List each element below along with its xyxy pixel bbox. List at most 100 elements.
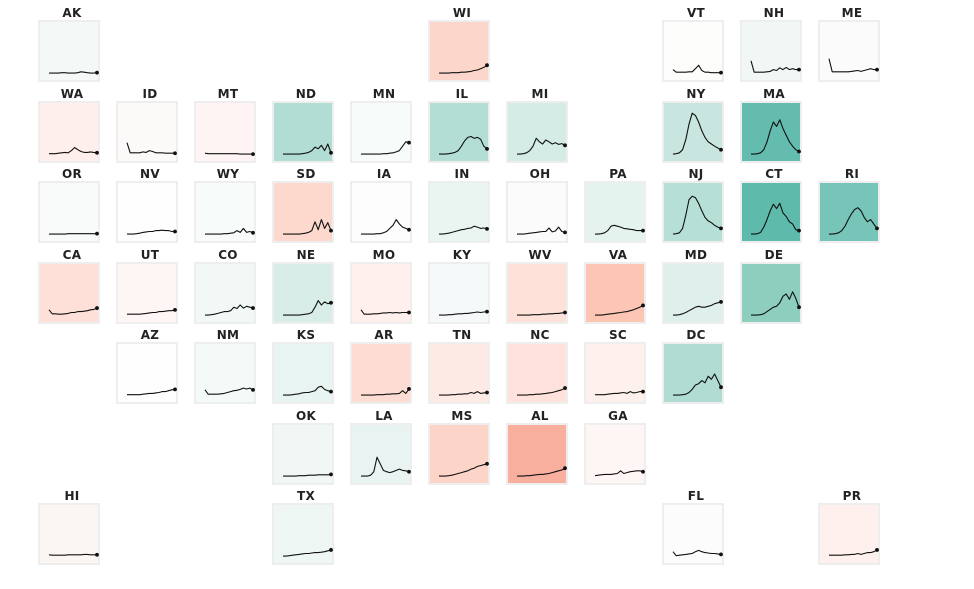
state-label: MO — [372, 247, 396, 262]
sparkline — [595, 224, 643, 235]
sparkline-svg — [204, 151, 255, 156]
state-panel — [506, 181, 568, 243]
state-panel — [194, 181, 256, 243]
sparkline-svg — [361, 219, 411, 235]
state-panel — [662, 503, 724, 565]
state-panel — [428, 261, 490, 324]
state-panel — [662, 342, 724, 404]
state-tile-de: DE — [735, 248, 813, 328]
state-panel — [350, 181, 412, 243]
state-tile-mn: MN — [345, 87, 423, 167]
state-panel — [584, 422, 646, 485]
state-tile-id: ID — [111, 87, 189, 167]
sparkline-svg — [672, 112, 723, 155]
state-panel — [272, 100, 334, 163]
state-panel — [428, 342, 490, 404]
state-tile-or: OR — [33, 167, 111, 247]
sparkline-end-point — [485, 390, 489, 395]
state-panel — [662, 181, 724, 243]
sparkline — [127, 229, 175, 235]
sparkline-end-point — [563, 310, 567, 314]
sparkline — [595, 304, 644, 316]
sparkline-svg — [517, 465, 567, 477]
state-label: MI — [531, 86, 549, 101]
sparkline-end-point — [173, 307, 177, 312]
sparkline — [127, 308, 176, 315]
state-panel — [662, 20, 724, 82]
sparkline-svg — [672, 64, 723, 75]
state-label: PR — [842, 489, 862, 503]
state-tile-nh: NH — [735, 6, 813, 86]
sparkline-svg — [283, 219, 333, 235]
state-panel — [740, 261, 802, 324]
sparkline-end-point — [407, 140, 411, 145]
state-tile-ma: MA — [735, 87, 813, 167]
state-label: CT — [765, 167, 783, 181]
sparkline-end-point — [719, 147, 723, 152]
sparkline-svg — [361, 387, 411, 396]
state-tile-mo: MO — [345, 248, 423, 328]
sparkline — [594, 469, 644, 476]
state-label: MD — [684, 247, 708, 262]
sparkline — [283, 219, 332, 235]
state-tile-md: MD — [657, 248, 735, 328]
state-tile-co: CO — [189, 248, 267, 328]
state-label: SD — [296, 167, 316, 181]
state-panel — [38, 181, 100, 243]
sparkline-svg — [439, 309, 489, 316]
sparkline — [439, 225, 488, 235]
state-panel — [818, 503, 880, 565]
sparkline-svg — [361, 140, 411, 155]
sparkline-svg — [672, 195, 723, 235]
state-panel — [272, 503, 334, 565]
state-tile-ne: NE — [267, 248, 345, 328]
sparkline-svg — [48, 305, 99, 315]
sparkline-svg — [439, 461, 489, 477]
state-label: WA — [60, 86, 84, 101]
sparkline-end-point — [95, 231, 99, 236]
sparkline-end-point — [797, 304, 801, 309]
sparkline-svg — [49, 231, 99, 236]
state-tile-mi: MI — [501, 87, 579, 167]
sparkline-end-point — [173, 229, 177, 234]
sparkline — [48, 307, 98, 315]
state-tile-in: IN — [423, 167, 501, 247]
sparkline — [751, 290, 800, 316]
state-label: MN — [372, 86, 396, 101]
sparkline-end-point — [641, 228, 645, 233]
sparkline — [439, 135, 488, 155]
state-tile-me: ME — [813, 6, 891, 86]
sparkline — [439, 391, 488, 396]
state-label: ME — [841, 6, 863, 20]
sparkline-end-point — [875, 226, 879, 231]
state-label: IL — [455, 86, 469, 101]
sparkline — [517, 467, 566, 477]
state-tile-al: AL — [501, 409, 579, 489]
sparkline — [751, 118, 800, 155]
state-tile-pa: PA — [579, 167, 657, 247]
state-tile-sd: SD — [267, 167, 345, 247]
state-label: VA — [608, 247, 628, 262]
state-label: NC — [530, 328, 550, 342]
sparkline — [283, 385, 332, 396]
sparkline-svg — [439, 225, 489, 235]
sparkline-svg — [750, 60, 801, 73]
sparkline — [439, 462, 488, 477]
sparkline-end-point — [251, 387, 255, 392]
sparkline-end-point — [485, 226, 489, 231]
sparkline-svg — [439, 63, 489, 74]
sparkline — [672, 112, 722, 155]
sparkline-svg — [751, 290, 801, 316]
state-tile-nm: NM — [189, 328, 267, 408]
state-tile-ny: NY — [657, 87, 735, 167]
state-tile-vt: VT — [657, 6, 735, 86]
state-panel — [350, 422, 412, 485]
state-tile-ok: OK — [267, 409, 345, 489]
sparkline — [49, 71, 98, 74]
state-label: CO — [218, 247, 238, 262]
sparkline-end-point — [251, 305, 255, 310]
sparkline — [283, 473, 332, 477]
sparkline — [205, 227, 254, 235]
sparkline-end-point — [563, 465, 567, 470]
